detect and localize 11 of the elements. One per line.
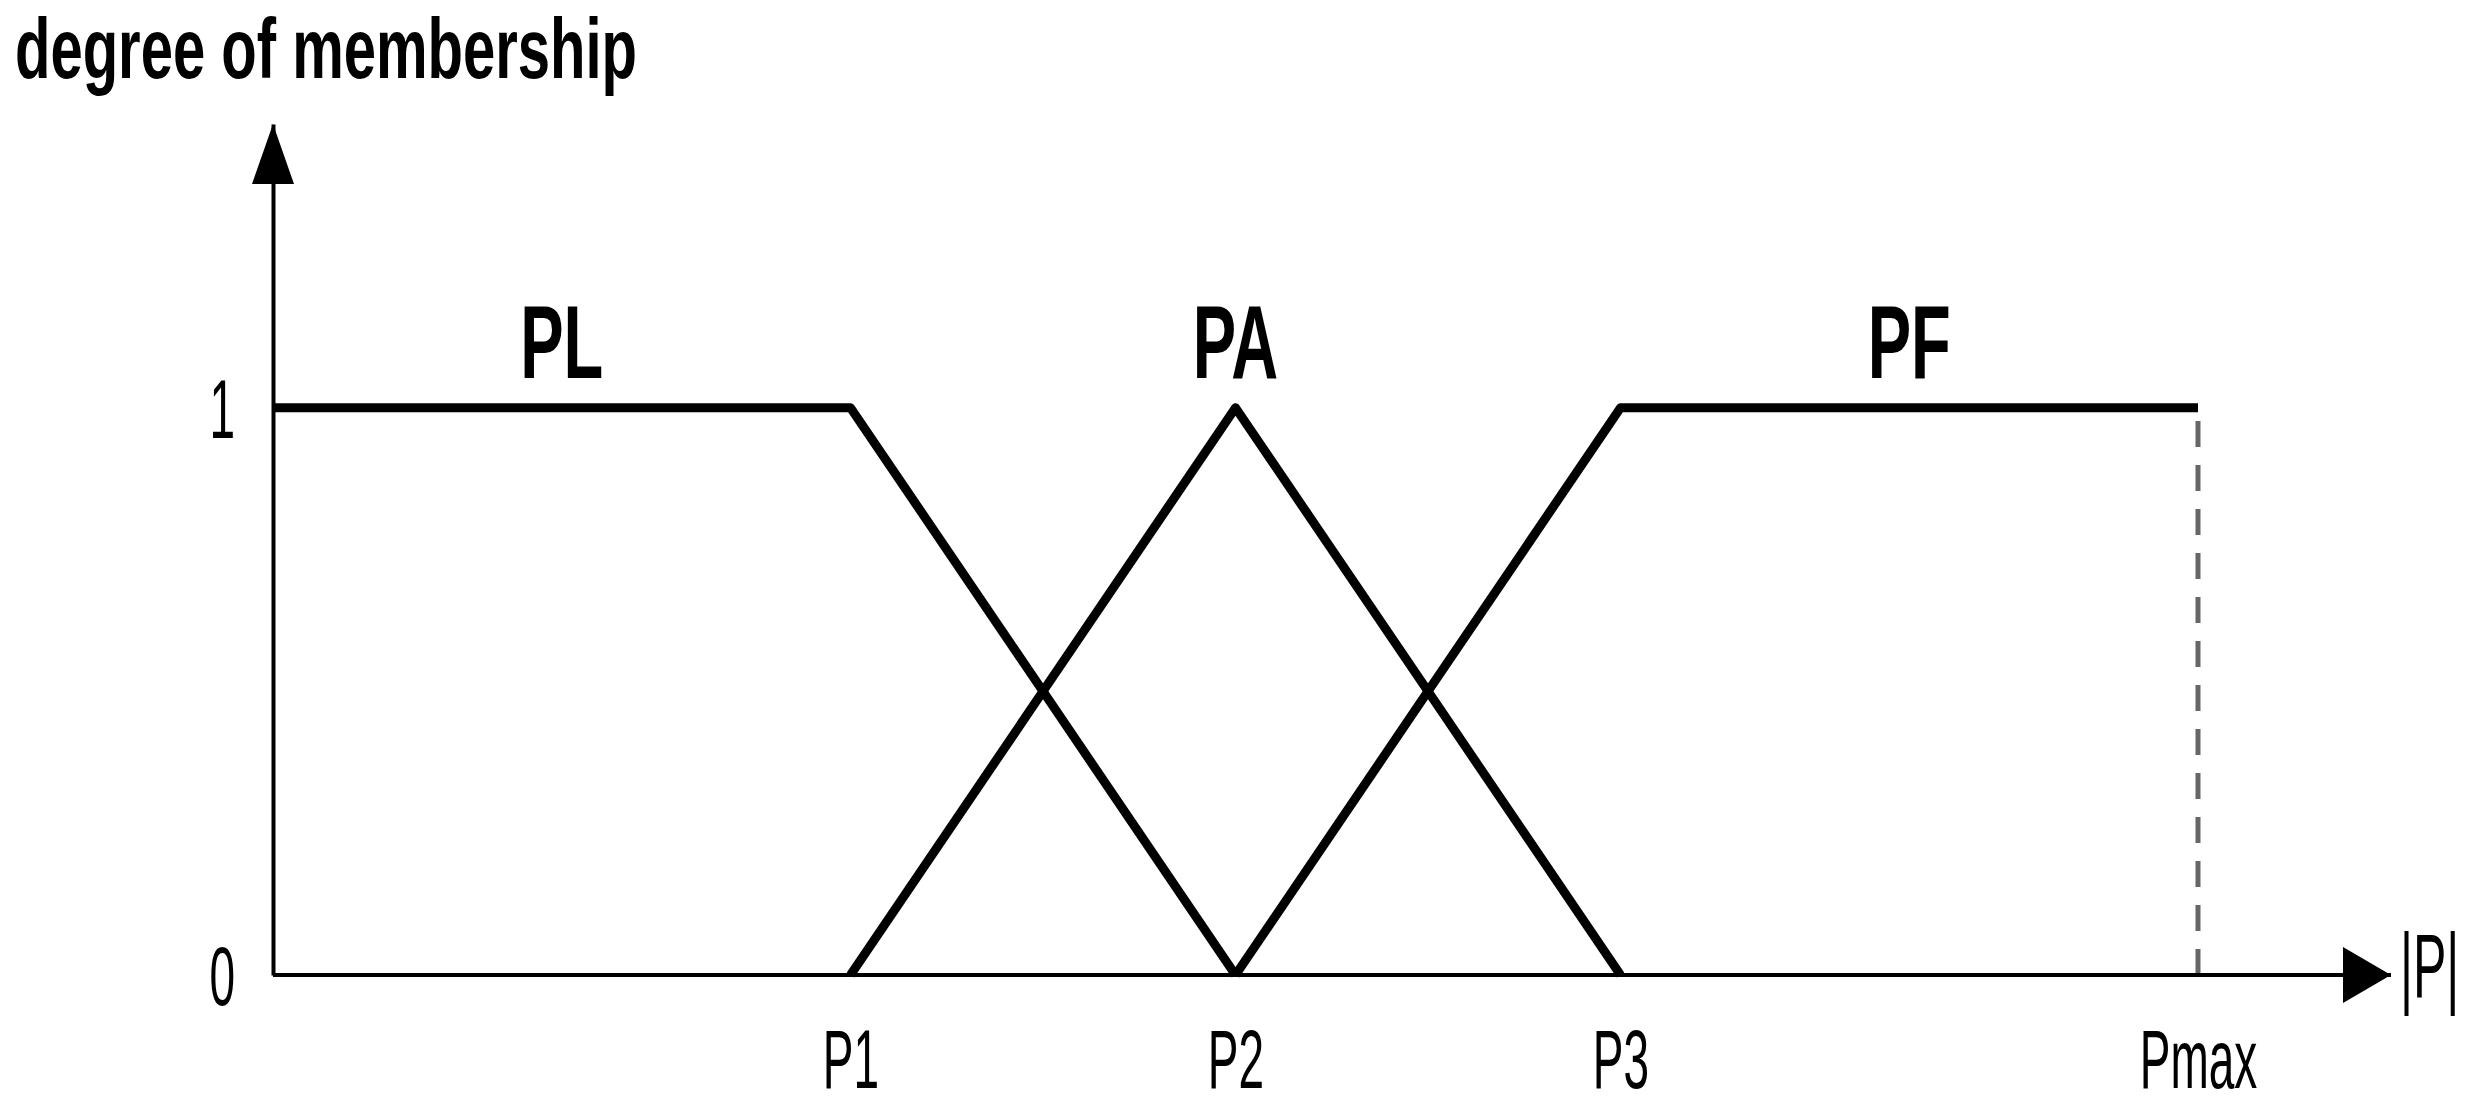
x-tick-label: P1 bbox=[822, 1012, 880, 1106]
x-tick-label: P3 bbox=[1592, 1012, 1650, 1106]
y-axis-title: degree of membership bbox=[15, 0, 637, 96]
series-label: PF bbox=[1867, 282, 1951, 400]
series-label: PA bbox=[1192, 282, 1279, 400]
x-tick-label: P2 bbox=[1207, 1012, 1265, 1106]
x-tick-label: Pmax bbox=[2139, 1012, 2258, 1106]
x-axis-title: |P| bbox=[2400, 915, 2460, 1016]
y-tick-label: 0 bbox=[209, 929, 235, 1023]
series-label: PL bbox=[520, 282, 604, 400]
y-tick-label: 1 bbox=[209, 362, 235, 456]
